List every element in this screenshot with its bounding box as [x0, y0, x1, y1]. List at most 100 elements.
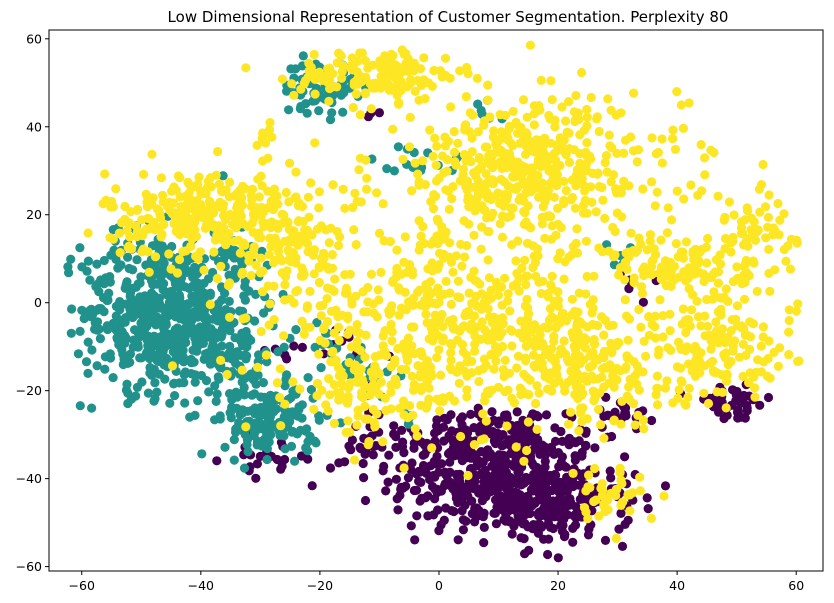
- point: [424, 383, 434, 393]
- point: [310, 89, 320, 99]
- point: [189, 370, 199, 380]
- point: [226, 413, 236, 423]
- point: [621, 248, 631, 258]
- point: [729, 210, 739, 220]
- point: [570, 306, 580, 316]
- point: [280, 280, 290, 290]
- point: [575, 130, 585, 140]
- point: [432, 487, 442, 498]
- point: [513, 158, 524, 168]
- point: [595, 388, 605, 398]
- point: [368, 372, 378, 383]
- point: [592, 114, 602, 124]
- point: [568, 468, 578, 478]
- point: [174, 254, 185, 265]
- point: [420, 93, 430, 104]
- point: [487, 152, 497, 162]
- point: [600, 213, 610, 223]
- point: [552, 370, 562, 380]
- point: [726, 326, 736, 336]
- point: [448, 267, 458, 277]
- point: [696, 321, 706, 331]
- point: [92, 305, 102, 315]
- point: [469, 311, 480, 321]
- point: [123, 252, 133, 262]
- point: [120, 317, 130, 327]
- point: [564, 357, 574, 367]
- point: [553, 287, 563, 297]
- point: [303, 454, 313, 464]
- point: [684, 98, 694, 108]
- point: [779, 209, 789, 219]
- point: [291, 325, 301, 335]
- point: [604, 321, 614, 331]
- point: [269, 281, 279, 291]
- point: [508, 203, 518, 213]
- point: [626, 132, 636, 142]
- point: [544, 211, 554, 221]
- point: [647, 177, 657, 187]
- point: [532, 424, 542, 434]
- point: [470, 275, 480, 285]
- point: [699, 388, 709, 398]
- point: [697, 269, 708, 279]
- point: [623, 490, 633, 500]
- point: [745, 317, 755, 327]
- point: [123, 388, 133, 398]
- point: [499, 177, 509, 187]
- point: [391, 474, 401, 484]
- point: [196, 189, 206, 199]
- point: [745, 233, 755, 243]
- point: [706, 273, 717, 283]
- point: [219, 248, 229, 258]
- point: [152, 268, 162, 278]
- point: [240, 276, 250, 286]
- point: [359, 473, 369, 483]
- point: [496, 127, 506, 137]
- point: [488, 179, 498, 189]
- point: [445, 238, 455, 248]
- point: [470, 331, 480, 341]
- point: [531, 143, 541, 153]
- point: [736, 223, 747, 233]
- point: [334, 335, 344, 346]
- point: [322, 294, 332, 304]
- point: [432, 141, 442, 151]
- point: [399, 257, 409, 267]
- point: [574, 480, 584, 490]
- point: [159, 258, 169, 268]
- point: [626, 228, 636, 238]
- point: [247, 195, 257, 205]
- point: [480, 116, 490, 126]
- point: [290, 456, 300, 466]
- point: [360, 352, 370, 362]
- point: [391, 442, 401, 452]
- point: [261, 350, 271, 360]
- point: [225, 177, 235, 187]
- point: [439, 413, 449, 423]
- point: [547, 386, 557, 396]
- point: [561, 116, 571, 126]
- point: [92, 361, 102, 371]
- point: [83, 368, 93, 378]
- point: [255, 268, 266, 278]
- point: [179, 378, 189, 388]
- point: [462, 385, 472, 395]
- point: [557, 452, 568, 462]
- point: [155, 303, 165, 313]
- point: [738, 371, 748, 381]
- point: [399, 49, 409, 59]
- point: [463, 470, 473, 481]
- point: [440, 467, 450, 477]
- point: [240, 430, 250, 440]
- point: [740, 330, 751, 340]
- point: [585, 299, 595, 309]
- point: [386, 307, 396, 317]
- point: [267, 217, 277, 227]
- point: [765, 373, 775, 383]
- point: [310, 342, 320, 352]
- point: [638, 184, 648, 194]
- point: [200, 223, 210, 233]
- point: [454, 378, 464, 388]
- point: [438, 422, 449, 432]
